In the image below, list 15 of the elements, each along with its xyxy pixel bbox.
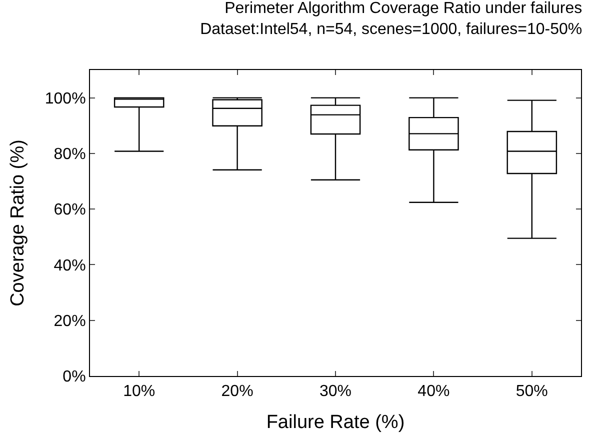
- y-tick-label: 0%: [62, 368, 86, 386]
- y-tick-label: 100%: [44, 90, 86, 108]
- y-axis-title: Coverage Ratio (%): [8, 140, 29, 306]
- chart-subtitle: Dataset:Intel54, n=54, scenes=1000, failures=10-50%: [200, 21, 582, 38]
- y-tick-label: 20%: [54, 312, 86, 330]
- x-tick-label: 30%: [319, 383, 352, 400]
- x-tick-label: 10%: [123, 383, 156, 400]
- x-tick-label: 40%: [418, 383, 450, 400]
- chart-title: Perimeter Algorithm Coverage Ratio under failures: [224, 0, 582, 18]
- x-tick-label: 50%: [516, 383, 548, 400]
- y-tick-label: 80%: [54, 146, 86, 164]
- x-tick-label: 20%: [221, 383, 254, 400]
- y-tick-label: 40%: [54, 257, 86, 274]
- y-tick-label: 60%: [54, 202, 86, 219]
- x-axis-title: Failure Rate (%): [266, 412, 405, 433]
